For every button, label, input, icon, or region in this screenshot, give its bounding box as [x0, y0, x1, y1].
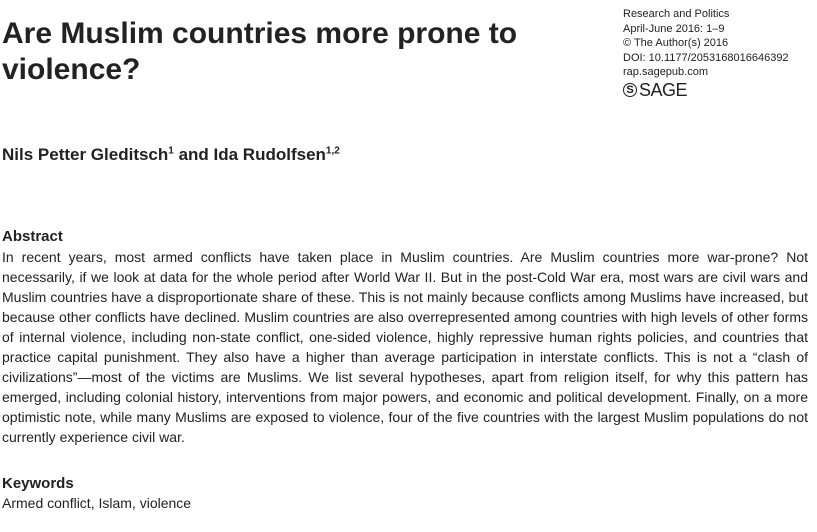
author-name: Ida Rudolfsen [213, 145, 326, 164]
publisher-logo-text: SAGE [639, 80, 688, 100]
author-name: Nils Petter Gleditsch [2, 145, 169, 164]
keywords-heading: Keywords [2, 475, 74, 492]
author-affiliation: 1,2 [325, 145, 340, 157]
sage-logo-icon: S [623, 83, 637, 97]
author-list: Nils Petter Gleditsch1 and Ida Rudolfsen… [2, 145, 340, 165]
journal-info: Research and Politics April-June 2016: 1… [623, 7, 813, 80]
journal-name: Research and Politics [623, 8, 730, 20]
author-conjunction: and [173, 145, 214, 164]
author-affiliation: 1 [168, 145, 174, 157]
journal-doi[interactable]: DOI: 10.1177/2053168016646392 [623, 51, 789, 64]
keywords-text: Armed conflict, Islam, violence [2, 495, 192, 511]
journal-copyright: © The Author(s) 2016 [623, 37, 729, 49]
abstract-text: In recent years, most armed conflicts ha… [2, 249, 808, 445]
journal-url[interactable]: rap.sagepub.com [623, 66, 708, 78]
publisher-logo: S SAGE [623, 80, 688, 100]
journal-issue: April-June 2016: 1–9 [623, 22, 725, 35]
paper-title: Are Muslim countries more prone to viole… [2, 17, 518, 86]
abstract-heading: Abstract [2, 228, 63, 245]
